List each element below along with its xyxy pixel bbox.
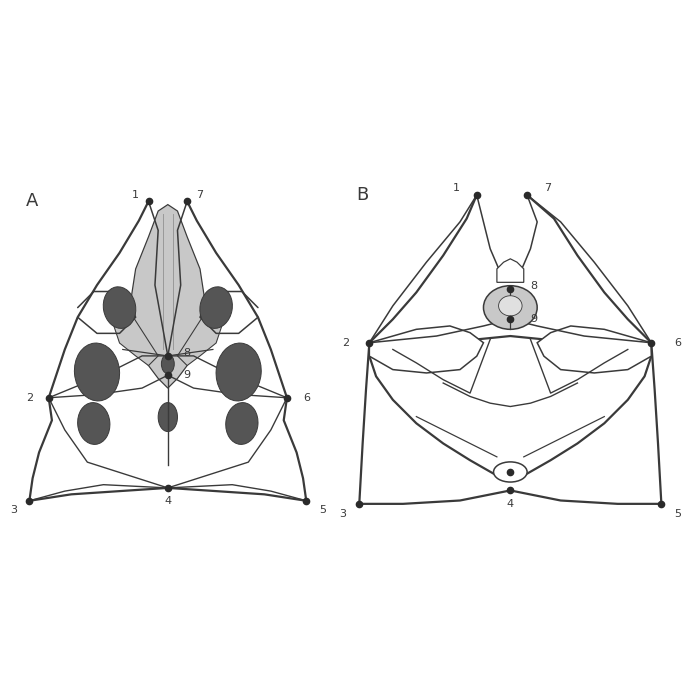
Text: 8: 8 [530,281,538,291]
Polygon shape [369,336,651,477]
Ellipse shape [200,286,232,329]
Text: B: B [356,186,368,204]
Text: 2: 2 [342,338,349,348]
Text: 6: 6 [303,393,310,403]
Text: 4: 4 [507,499,514,509]
Polygon shape [369,326,484,373]
Text: 7: 7 [544,183,551,193]
Text: 8: 8 [184,347,190,358]
Polygon shape [129,205,206,388]
Ellipse shape [162,354,174,374]
Text: 6: 6 [675,338,682,348]
Ellipse shape [103,286,136,329]
Ellipse shape [484,286,537,329]
Ellipse shape [77,403,110,444]
Ellipse shape [216,343,261,401]
Ellipse shape [158,403,177,432]
Text: A: A [26,192,38,210]
Polygon shape [537,326,651,373]
Text: 4: 4 [164,495,171,506]
Text: 2: 2 [26,393,33,403]
Ellipse shape [226,403,258,444]
Text: 1: 1 [453,183,460,193]
Text: 5: 5 [675,509,682,519]
Polygon shape [177,311,223,365]
Text: 9: 9 [530,314,538,325]
Text: 5: 5 [319,505,326,516]
Polygon shape [497,259,524,282]
Polygon shape [113,311,158,365]
Text: 3: 3 [10,505,17,516]
Ellipse shape [75,343,120,401]
Text: 3: 3 [339,509,346,519]
Text: 9: 9 [184,370,190,380]
Text: 7: 7 [197,190,203,200]
Text: 1: 1 [132,190,139,200]
Ellipse shape [493,462,527,482]
Ellipse shape [499,295,522,316]
